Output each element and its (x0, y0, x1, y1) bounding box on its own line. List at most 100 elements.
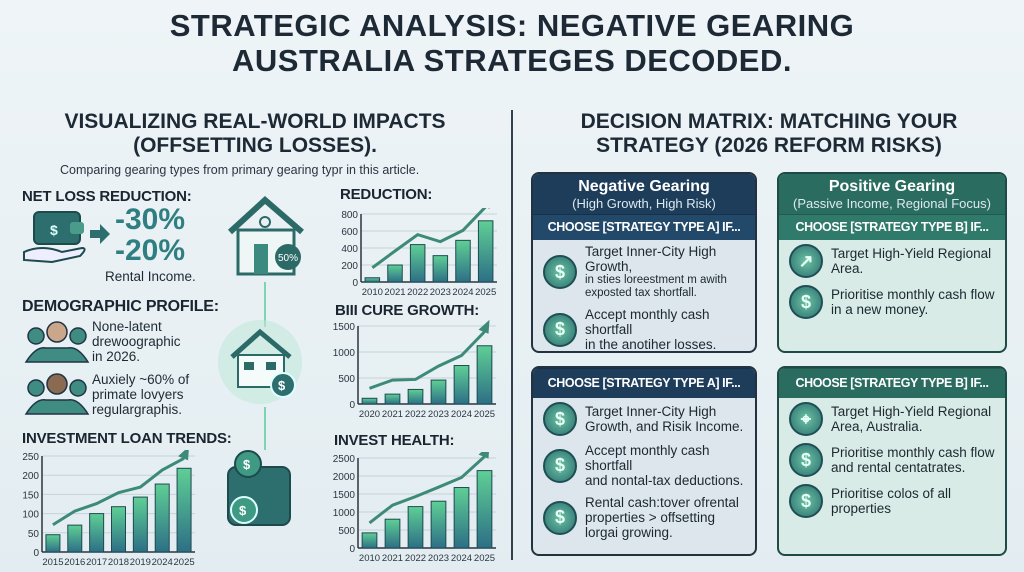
x-tick-label: 2020 (359, 409, 380, 420)
arrow-head-icon (478, 320, 490, 334)
y-tick-label: 0 (349, 400, 355, 411)
chart-title-loan: INVESTMENT LOAN TRENDS: (22, 430, 232, 447)
y-tick-label: 0 (33, 548, 39, 559)
x-tick-label: 2021 (382, 553, 403, 564)
x-tick-label: 2025 (475, 287, 496, 298)
bar (453, 487, 470, 549)
bar (407, 388, 424, 405)
list-item: $ Accept monthly cash shortfall and nontal… (533, 439, 755, 491)
choose-type-a: CHOOSE [STRATEGY TYPE A] IF... (533, 214, 755, 240)
x-tick-label: 2010 (362, 287, 383, 298)
trend-arrow (368, 330, 486, 390)
y-tick-label: 200 (22, 471, 39, 482)
arrow-head-icon (487, 208, 490, 209)
chart-health: 0 500 1000 1500 2000 2500 2010 2021 2022 2023 2024… (333, 452, 496, 564)
y-tick-label: 1000 (333, 348, 356, 359)
divider (511, 110, 513, 560)
y-tick-label: 250 (22, 452, 39, 463)
bar (476, 470, 493, 549)
wallet-icon: $ (543, 402, 577, 436)
x-tick-label: 2022 (407, 287, 428, 298)
card-negative-gearing: Negative Gearing (High Growth, High Risk)… (531, 172, 757, 353)
right-heading: DECISION MATRIX: MATCHING YOUR STRATEGY … (580, 110, 958, 157)
people-icon (22, 318, 92, 443)
choose-type-a: CHOOSE [STRATEGY TYPE A] IF... (533, 368, 755, 398)
bar (453, 365, 470, 405)
list-item: $ Target Inner-City High Growth, in sties … (533, 240, 755, 303)
bar (154, 483, 170, 553)
y-tick-label: 0 (349, 544, 355, 555)
chart-title-health: INVEST HEALTH: (334, 432, 455, 449)
x-tick-label: 2021 (384, 287, 405, 298)
x-tick-label: 2024 (451, 553, 472, 564)
trend-arrow (368, 455, 486, 525)
list-item: $ Prioritise monthly cash flow in a new mo… (779, 281, 1005, 322)
bar (384, 393, 401, 405)
x-tick-label: 2023 (430, 287, 451, 298)
y-tick-label: 0 (352, 278, 358, 289)
bar (430, 379, 447, 405)
x-tick-label: 2017 (86, 557, 107, 568)
net-loss-value-1: -30% (115, 203, 186, 236)
bar (176, 467, 192, 553)
bar (67, 524, 83, 553)
x-tick-label: 2023 (428, 553, 449, 564)
house-icon: 50% $ $ $ (210, 192, 320, 557)
left-heading: VISUALIZING REAL-WORLD IMPACTS (OFFSETTI… (64, 110, 446, 157)
chart-title-growth: BIII CURE GROWTH: (335, 302, 480, 319)
bar (432, 255, 449, 283)
y-tick-label: 800 (341, 210, 358, 221)
bar (364, 277, 381, 283)
net-loss-label: NET LOSS REDUCTION: (22, 188, 192, 205)
bar (455, 239, 471, 283)
x-tick-label: 2025 (174, 557, 195, 568)
cash-icon: $ (789, 443, 823, 477)
choose-type-b: CHOOSE [STRATEGY TYPE B] IF... (779, 368, 1005, 398)
x-tick-label: 2019 (130, 557, 151, 568)
chart-title-reduction: REDUCTION: (340, 186, 433, 203)
list-item: $ Target Inner-City High Growth, and Risik… (533, 398, 755, 439)
trend-arrow (52, 456, 185, 526)
x-tick-label: 2024 (152, 557, 173, 568)
bar (477, 220, 494, 283)
y-tick-label: 100 (22, 510, 39, 521)
chart-growth: 0 500 1000 1500 2020 2021 2022 2023 2024 2025 (333, 320, 496, 420)
left-subtitle: Comparing gearing types from primary gea… (60, 163, 420, 177)
bar (45, 534, 61, 553)
x-tick-label: 2022 (405, 553, 426, 564)
bar (132, 496, 148, 553)
svg-text:$: $ (239, 503, 247, 518)
list-item: $ Rental cash:tover ofrental properties > … (533, 491, 755, 543)
map-pin-icon: ⌖ (789, 402, 823, 436)
list-item: $ Prioritise monthly cash flow and rental … (779, 439, 1005, 480)
arrow-head-icon (178, 450, 189, 461)
y-tick-label: 1500 (333, 322, 356, 333)
x-tick-label: 2015 (42, 557, 63, 568)
wallet-icon: $ (22, 208, 112, 268)
bar (89, 513, 105, 553)
bar (361, 532, 378, 549)
chart-reduction: 0 200 400 600 800 2010 2021 2022 2023 2024 2025 (341, 208, 497, 298)
hand-coin-icon: $ (543, 448, 577, 483)
dollar-cycle-icon: $ (543, 312, 577, 347)
y-tick-label: 400 (341, 244, 358, 255)
x-tick-label: 2025 (474, 409, 495, 420)
y-tick-label: 600 (341, 227, 358, 238)
page-title: STRATEGIC ANALYSIS: NEGATIVE GEARING AUS… (169, 8, 855, 78)
y-tick-label: 2500 (333, 454, 356, 465)
list-item: ↗ Target High-Yield Regional Area. (779, 240, 1005, 281)
bar (387, 264, 403, 283)
bar (476, 345, 493, 405)
bar (407, 506, 424, 549)
x-tick-label: 2025 (474, 553, 495, 564)
net-loss-value-2: -20% (115, 234, 186, 267)
growth-chart-icon: ↗ (789, 244, 823, 278)
x-tick-label: 2016 (64, 557, 85, 568)
choose-type-b: CHOOSE [STRATEGY TYPE B] IF... (779, 214, 1005, 240)
dollar-coin-icon: $ (789, 484, 823, 518)
card-positive-gearing: Positive Gearing (Passive Income, Regiona… (777, 172, 1007, 353)
y-tick-label: 2000 (333, 472, 356, 483)
x-tick-label: 2018 (108, 557, 129, 568)
bar (384, 518, 401, 549)
dollar-coin-icon: $ (789, 285, 823, 319)
